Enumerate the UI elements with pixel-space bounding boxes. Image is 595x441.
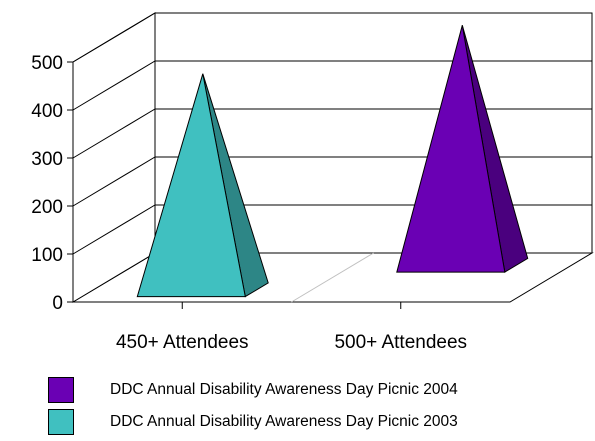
pyramid-chart: 0 100 200 300 400 500 450+ Attendees 500+ Atte… <box>31 12 594 353</box>
x-axis: 450+ Attendees 500+ Attendees <box>116 252 467 353</box>
y-tick-label: 200 <box>31 197 63 218</box>
y-tick-label: 500 <box>31 53 63 74</box>
y-axis: 0 100 200 300 400 500 <box>31 53 73 314</box>
side-wall <box>72 12 156 303</box>
y-tick-label: 0 <box>52 293 63 314</box>
legend-swatch-2004 <box>48 377 74 403</box>
y-tick-label: 400 <box>31 101 63 122</box>
y-tick-label: 100 <box>31 245 63 266</box>
legend-label-2003: DDC Annual Disability Awareness Day Picn… <box>110 413 458 430</box>
y-tick-label: 300 <box>31 149 63 170</box>
gridline <box>72 12 592 63</box>
pyramid-front-face <box>136 73 246 298</box>
legend-swatch-2003 <box>48 409 74 435</box>
x-tick-label: 450+ Attendees <box>116 332 249 353</box>
legend-label-2004: DDC Annual Disability Awareness Day Picn… <box>110 381 458 398</box>
pyramid-front-face <box>396 25 506 273</box>
x-tick-label: 500+ Attendees <box>334 332 467 353</box>
chart-marks <box>136 25 529 298</box>
gridline <box>72 60 592 111</box>
floor-divider <box>291 252 374 303</box>
